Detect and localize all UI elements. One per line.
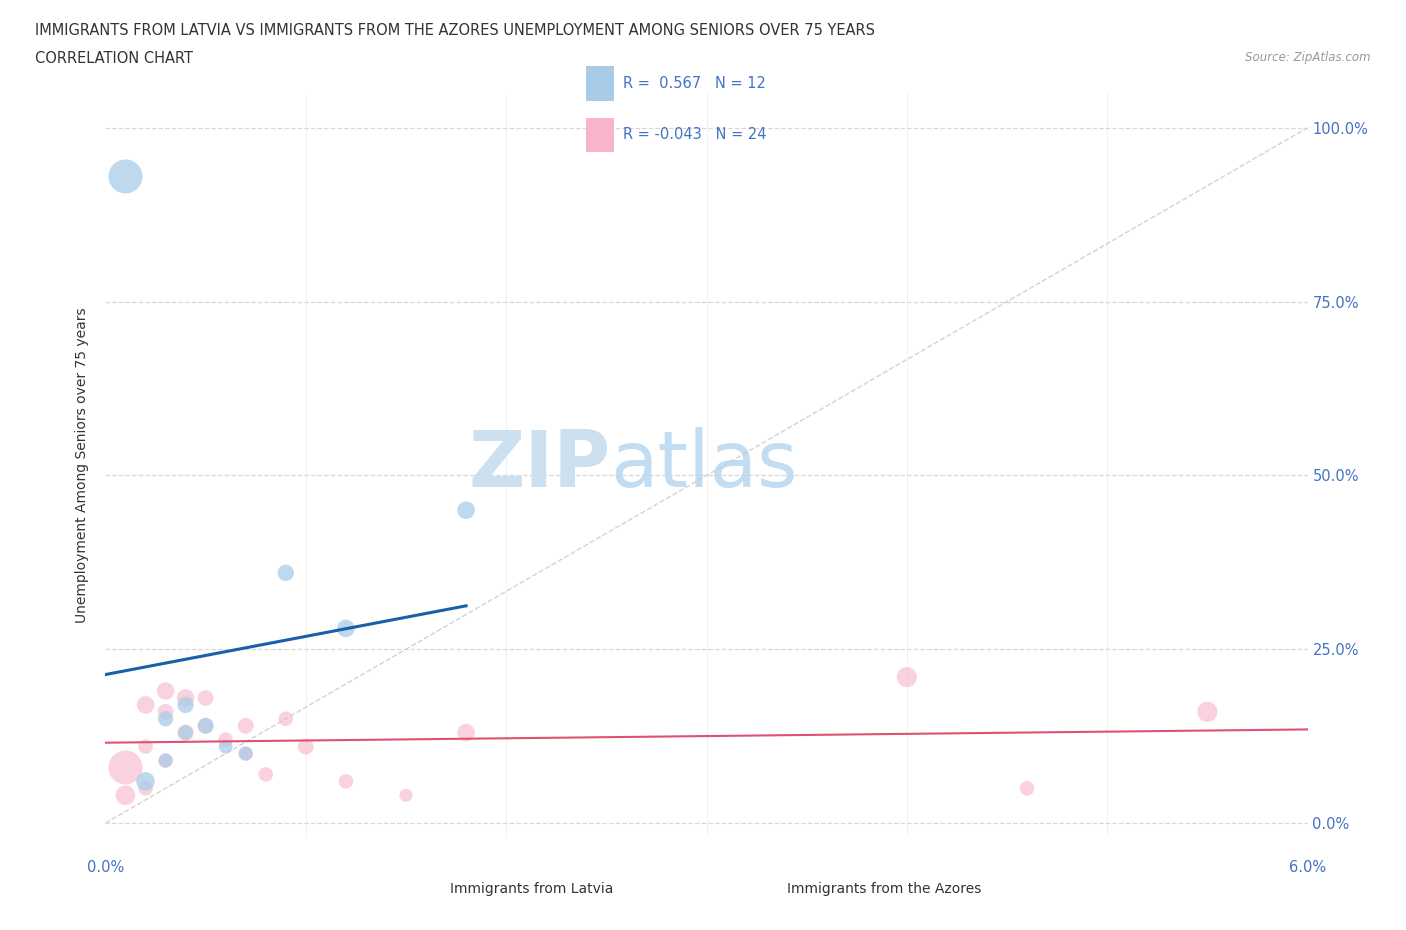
Bar <box>586 118 613 153</box>
Point <box>114 760 136 775</box>
Point <box>114 788 136 803</box>
Point <box>254 767 277 782</box>
Text: CORRELATION CHART: CORRELATION CHART <box>35 51 193 66</box>
Point <box>454 503 477 518</box>
Point <box>395 788 418 803</box>
Point <box>1017 781 1039 796</box>
Text: IMMIGRANTS FROM LATVIA VS IMMIGRANTS FROM THE AZORES UNEMPLOYMENT AMONG SENIORS : IMMIGRANTS FROM LATVIA VS IMMIGRANTS FRO… <box>35 23 875 38</box>
Point <box>155 704 177 719</box>
Point <box>135 698 157 712</box>
Point <box>135 739 157 754</box>
Point <box>135 781 157 796</box>
Point <box>274 565 297 580</box>
Point <box>114 169 136 184</box>
Point <box>155 753 177 768</box>
Point <box>135 774 157 789</box>
Point <box>214 732 236 747</box>
Text: 0.0%: 0.0% <box>87 860 124 875</box>
Point <box>174 690 197 705</box>
Point <box>174 725 197 740</box>
Point <box>155 753 177 768</box>
Point <box>194 690 217 705</box>
Text: R =  0.567   N = 12: R = 0.567 N = 12 <box>623 76 766 91</box>
Text: atlas: atlas <box>610 427 797 503</box>
Point <box>274 711 297 726</box>
Point <box>1197 704 1219 719</box>
Point <box>896 670 918 684</box>
Point <box>174 698 197 712</box>
Text: Source: ZipAtlas.com: Source: ZipAtlas.com <box>1246 51 1371 64</box>
Point <box>214 739 236 754</box>
Text: Immigrants from Latvia: Immigrants from Latvia <box>450 882 613 897</box>
Text: 6.0%: 6.0% <box>1289 860 1326 875</box>
Y-axis label: Unemployment Among Seniors over 75 years: Unemployment Among Seniors over 75 years <box>76 307 90 623</box>
Text: R = -0.043   N = 24: R = -0.043 N = 24 <box>623 127 766 142</box>
Point <box>174 725 197 740</box>
Point <box>335 774 357 789</box>
Point <box>295 739 318 754</box>
Text: ZIP: ZIP <box>468 427 610 503</box>
Point <box>235 746 257 761</box>
Point <box>194 718 217 733</box>
Bar <box>586 67 613 100</box>
Text: Immigrants from the Azores: Immigrants from the Azores <box>787 882 981 897</box>
Point <box>335 621 357 636</box>
Point <box>155 711 177 726</box>
Point <box>235 718 257 733</box>
Point <box>454 725 477 740</box>
Point <box>155 684 177 698</box>
Point <box>194 718 217 733</box>
Point <box>235 746 257 761</box>
